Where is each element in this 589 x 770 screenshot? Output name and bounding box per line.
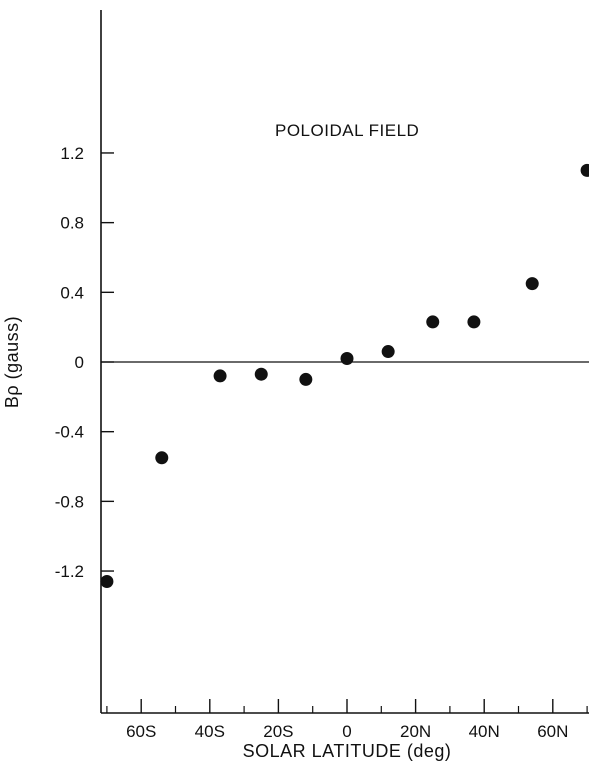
data-point <box>254 367 268 381</box>
x-tick-label: 40S <box>195 722 225 741</box>
y-tick-label: 1.2 <box>60 144 84 163</box>
data-point <box>155 451 169 465</box>
x-tick-label: 20S <box>263 722 293 741</box>
y-tick-label: 0.8 <box>60 214 84 233</box>
data-point <box>213 369 227 383</box>
data-point <box>381 345 395 359</box>
x-tick-label: 60S <box>126 722 156 741</box>
chart-annotation: POLOIDAL FIELD <box>275 121 419 140</box>
data-point <box>299 372 313 386</box>
data-point <box>580 163 589 177</box>
data-point <box>100 574 114 588</box>
y-axis-label: Bρ (gauss) <box>2 316 22 408</box>
data-point <box>426 315 440 329</box>
x-axis-label: SOLAR LATITUDE (deg) <box>243 741 452 761</box>
y-tick-label: -1.2 <box>55 562 84 581</box>
y-tick-label: -0.4 <box>55 423 84 442</box>
data-point <box>340 352 354 366</box>
data-points <box>100 163 589 588</box>
data-point <box>467 315 481 329</box>
y-tick-label: -0.8 <box>55 492 84 511</box>
x-tick-label: 40N <box>469 722 500 741</box>
y-tick-label: 0.4 <box>60 283 84 302</box>
x-tick-label: 60N <box>537 722 568 741</box>
x-tick-label: 0 <box>342 722 351 741</box>
y-tick-label: 0 <box>75 353 84 372</box>
data-point <box>525 277 539 291</box>
ticks: 1.2 0.8 0.4 0 -0.4 -0.8 -1.2 60S 40S 20S 0 20N 40N 60… <box>55 144 588 741</box>
x-tick-label: 20N <box>400 722 431 741</box>
